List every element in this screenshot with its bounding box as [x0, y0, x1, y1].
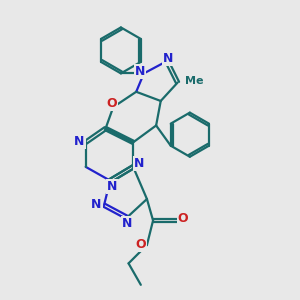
Text: N: N: [134, 157, 145, 170]
Text: Me: Me: [185, 76, 204, 86]
Text: N: N: [135, 65, 146, 78]
Text: O: O: [178, 212, 188, 225]
Text: N: N: [122, 217, 132, 230]
Text: N: N: [74, 135, 85, 148]
Text: O: O: [106, 97, 117, 110]
Text: N: N: [163, 52, 174, 64]
Text: N: N: [106, 180, 117, 193]
Text: O: O: [136, 238, 146, 251]
Text: N: N: [91, 198, 102, 211]
